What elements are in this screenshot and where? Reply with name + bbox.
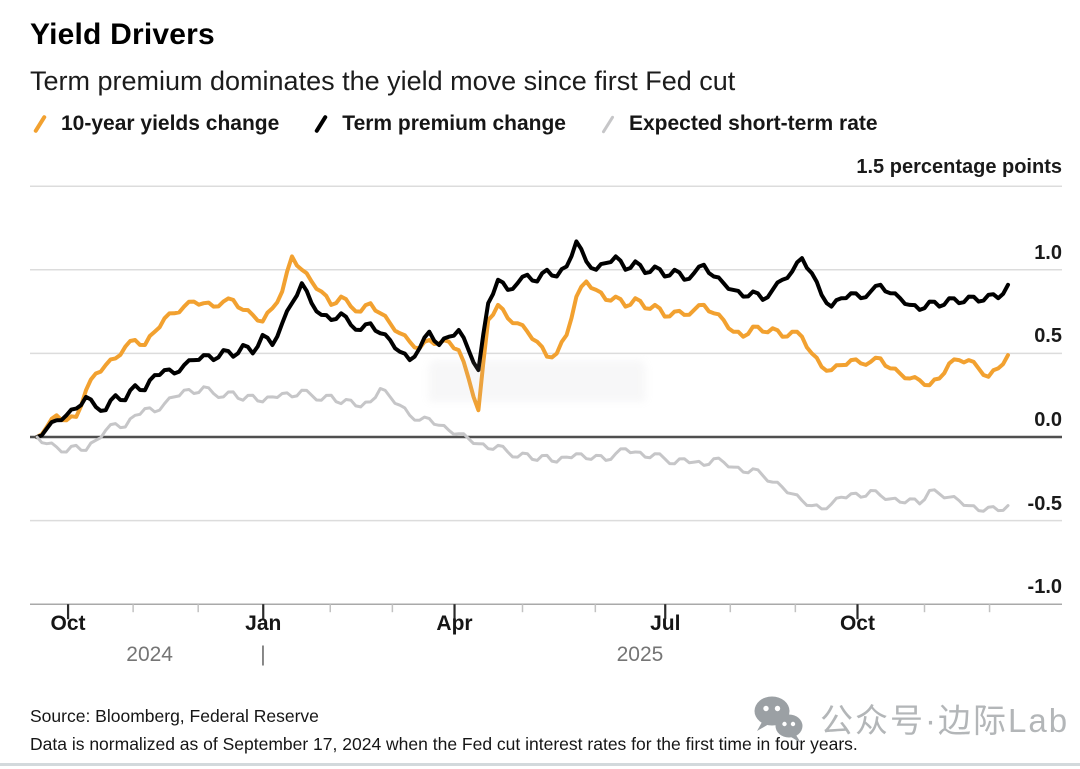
year-label: 2025 xyxy=(616,643,664,666)
legend-item-label: 10-year yields change xyxy=(61,112,280,135)
year-divider: | xyxy=(260,643,266,666)
x-tick-label: Apr xyxy=(436,612,473,635)
x-tick-label: Jul xyxy=(650,612,681,635)
legend-item-expected-short-term-rate: Expected short-term rate xyxy=(598,112,878,136)
source-text: Source: Bloomberg, Federal Reserve xyxy=(30,706,319,726)
year-label: 2024 xyxy=(126,643,173,666)
x-tick-label: Oct xyxy=(50,612,86,635)
bottom-divider-bar xyxy=(0,763,1080,766)
chart-title: Yield Drivers xyxy=(30,18,215,51)
wechat-icon xyxy=(754,696,803,743)
watermark-text: 公众号·边际Lab xyxy=(820,702,1070,739)
y-tick-label: -1.0 xyxy=(1027,576,1062,599)
footnote-text: Data is normalized as of September 17, 2… xyxy=(30,734,858,754)
y-tick-label: 0.0 xyxy=(1034,409,1062,431)
y-axis-unit-label: 1.5 percentage points xyxy=(856,156,1062,178)
watermark: 公众号·边际Lab xyxy=(750,694,1069,746)
x-tick-label: Oct xyxy=(839,612,875,635)
legend-item-term-premium: Term premium change xyxy=(311,112,566,136)
legend-item-label: Term premium change xyxy=(342,112,566,135)
x-tick-label: Jan xyxy=(245,612,282,635)
legend: 10-year yields change Term premium chang… xyxy=(30,112,878,136)
legend-item-label: Expected short-term rate xyxy=(628,112,878,135)
y-tick-label: 0.5 xyxy=(1034,325,1062,348)
chart-subtitle: Term premium dominates the yield move si… xyxy=(30,66,736,96)
y-tick-label: -0.5 xyxy=(1027,492,1062,515)
y-tick-label: 1.0 xyxy=(1034,241,1062,264)
legend-item-10-year-yields: 10-year yields change xyxy=(30,112,279,136)
